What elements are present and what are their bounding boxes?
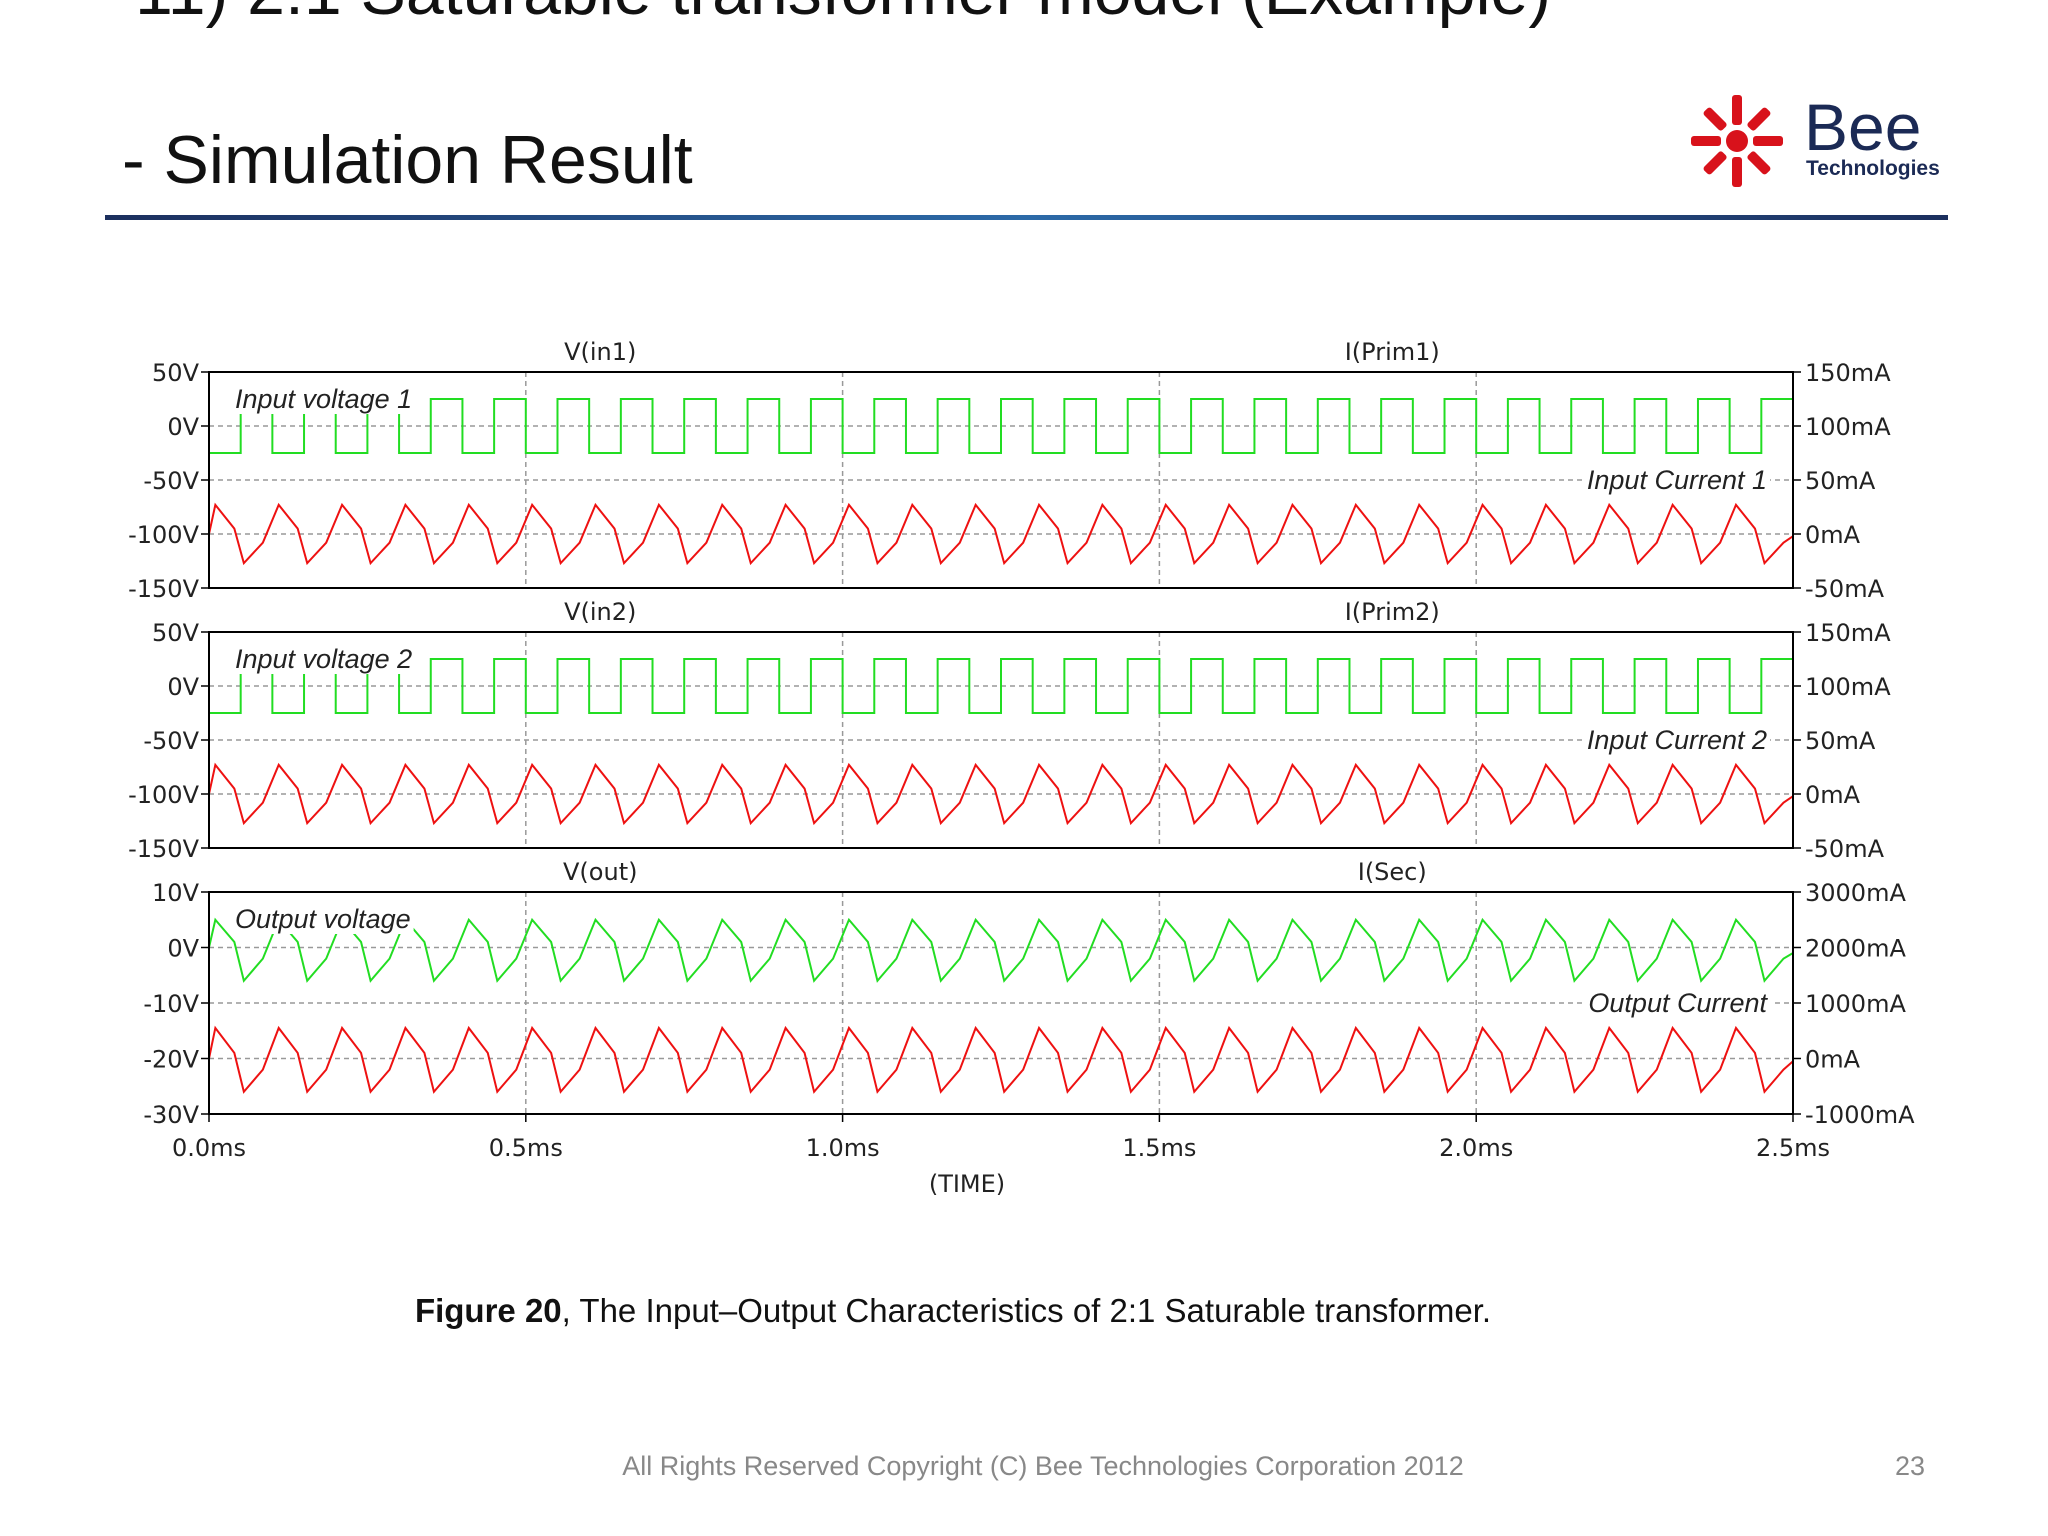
y2-tick-label: 3000mA xyxy=(1805,879,1906,907)
legend-entry: I(Prim1) xyxy=(1345,338,1440,366)
series-line xyxy=(208,502,1794,566)
slide-title: 11) 2:1 Saturable transformer model (Exa… xyxy=(135,0,1551,29)
logo-name: Bee xyxy=(1804,90,1921,164)
plot-panel: -150V -100V -50V 0V 50V -50mA 0mA 50mA 100mA 150m… xyxy=(128,598,1891,863)
y2-tick-label: 50mA xyxy=(1805,727,1876,755)
y2-tick-label: 0mA xyxy=(1805,1046,1861,1074)
x-tick-label: 1.0ms xyxy=(806,1134,880,1162)
x-tick-label: 0.0ms xyxy=(172,1134,246,1162)
figure-caption: Figure 20, The Input–Output Characterist… xyxy=(415,1292,1491,1329)
y-tick-label: 0V xyxy=(167,413,199,441)
y-tick-label: 0V xyxy=(167,673,199,701)
annotation-background xyxy=(232,644,416,674)
x-tick-label: 2.0ms xyxy=(1439,1134,1513,1162)
logo: Bee Technologies xyxy=(1691,90,1940,187)
legend-entry: V(out) xyxy=(563,858,637,886)
logo-tagline: Technologies xyxy=(1806,157,1940,180)
plot-frame xyxy=(208,891,1794,1115)
series-line xyxy=(208,1025,1794,1094)
legend-entry: I(Sec) xyxy=(1358,858,1427,886)
annotation: Input Current 1 xyxy=(1587,465,1767,495)
annotation: Input voltage 1 xyxy=(235,384,412,414)
plots: -150V -100V -50V 0V 50V -50mA 0mA 50mA 100mA 150m… xyxy=(128,338,1915,1198)
copyright: All Rights Reserved Copyright (C) Bee Te… xyxy=(622,1451,1463,1481)
y-tick-label: 10V xyxy=(152,879,200,907)
annotation-background xyxy=(1585,988,1772,1018)
legend-entry: V(in2) xyxy=(564,598,636,626)
legend-entry: I(Prim2) xyxy=(1345,598,1440,626)
caption-text: , The Input–Output Characteristics of 2:… xyxy=(562,1292,1491,1329)
y-tick-label: -20V xyxy=(143,1046,199,1074)
annotation: Output voltage xyxy=(235,904,411,934)
y-tick-label: -10V xyxy=(143,990,199,1018)
slide-subtitle: - Simulation Result xyxy=(122,122,693,198)
annotation: Input voltage 2 xyxy=(235,644,412,674)
annotation-background xyxy=(232,904,414,934)
title-rule xyxy=(105,215,1948,220)
page-number: 23 xyxy=(1895,1451,1925,1481)
series-line xyxy=(209,398,1793,454)
y2-tick-label: -50mA xyxy=(1805,575,1885,603)
y2-tick-label: 0mA xyxy=(1805,781,1861,809)
x-tick-label: 1.5ms xyxy=(1122,1134,1196,1162)
y-tick-label: -100V xyxy=(128,521,199,549)
y2-tick-label: 100mA xyxy=(1805,673,1891,701)
y2-tick-label: 50mA xyxy=(1805,467,1876,495)
x-tick-label: 2.5ms xyxy=(1756,1134,1830,1162)
annotation: Output Current xyxy=(1588,988,1768,1018)
y-tick-label: -50V xyxy=(143,467,199,495)
caption-label: Figure 20 xyxy=(415,1292,562,1329)
y2-tick-label: 1000mA xyxy=(1805,990,1906,1018)
plot-panel: -150V -100V -50V 0V 50V -50mA 0mA 50mA 100mA 150m… xyxy=(128,338,1891,603)
annotation-background xyxy=(232,384,416,414)
x-axis-label: (TIME) xyxy=(929,1170,1005,1198)
y-tick-label: 0V xyxy=(167,935,199,963)
y-tick-label: 50V xyxy=(152,619,200,647)
plot-frame xyxy=(208,631,1794,849)
y-tick-label: -150V xyxy=(128,575,199,603)
x-tick-label: 0.5ms xyxy=(489,1134,563,1162)
legend-entry: V(in1) xyxy=(564,338,636,366)
y-tick-label: -150V xyxy=(128,835,199,863)
y-tick-label: -30V xyxy=(143,1101,199,1129)
series-line xyxy=(208,917,1794,983)
series-line xyxy=(208,762,1794,826)
y2-tick-label: 2000mA xyxy=(1805,935,1906,963)
y-tick-label: -50V xyxy=(143,727,199,755)
plot-frame xyxy=(208,371,1794,589)
y-tick-label: 50V xyxy=(152,359,200,387)
plot-panel: -30V -20V -10V 0V 10V -1000mA 0mA 1000mA 2000mA 3… xyxy=(143,858,1915,1198)
y2-tick-label: -1000mA xyxy=(1805,1101,1915,1129)
y2-tick-label: 0mA xyxy=(1805,521,1861,549)
annotation-background xyxy=(1583,465,1770,495)
y2-tick-label: -50mA xyxy=(1805,835,1885,863)
y2-tick-label: 100mA xyxy=(1805,413,1891,441)
series-line xyxy=(209,658,1793,714)
y2-tick-label: 150mA xyxy=(1805,619,1891,647)
annotation-background xyxy=(1583,725,1770,755)
annotation: Input Current 2 xyxy=(1587,725,1767,755)
y2-tick-label: 150mA xyxy=(1805,359,1891,387)
y-tick-label: -100V xyxy=(128,781,199,809)
